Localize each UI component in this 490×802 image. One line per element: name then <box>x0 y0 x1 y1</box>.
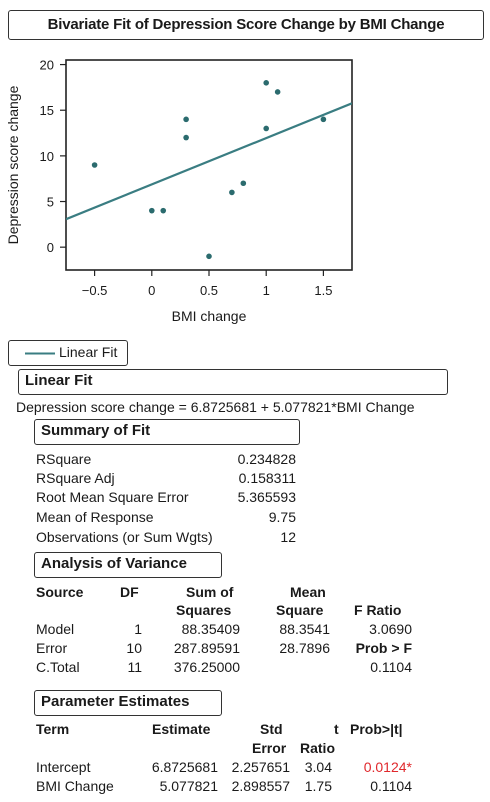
data-point <box>320 116 327 123</box>
data-point <box>263 80 270 86</box>
legend-label: Linear Fit <box>59 344 118 360</box>
x-tick-label: 0 <box>148 283 155 298</box>
data-point <box>206 253 212 260</box>
anova-prob-label: Prob > F <box>355 640 412 656</box>
param-estimate: 5.077821 <box>159 778 218 794</box>
data-point <box>229 189 235 196</box>
summary-of-fit-header-box[interactable]: Summary of Fit <box>34 419 300 445</box>
y-tick-label: 5 <box>47 195 54 210</box>
anova-ss: 88.35409 <box>181 621 240 637</box>
anova-header-box[interactable]: Analysis of Variance <box>34 552 222 578</box>
y-tick-label: 15 <box>40 103 54 118</box>
param-std-error: 2.898557 <box>231 778 290 794</box>
param-col-t-1: t <box>334 721 339 737</box>
anova-prob-value: 0.1104 <box>370 659 412 675</box>
data-point <box>160 207 167 214</box>
param-estimate: 6.8725681 <box>151 759 218 775</box>
param-std-error: 2.257651 <box>231 759 290 775</box>
linear-fit-header: Linear Fit <box>25 372 93 389</box>
x-tick-label: 1.5 <box>314 283 332 298</box>
summary-value: 0.234828 <box>237 451 296 467</box>
summary-label: RSquare Adj <box>36 470 115 486</box>
anova-col-ms-2: Square <box>276 602 324 618</box>
param-term: Intercept <box>36 759 91 775</box>
report-title: Bivariate Fit of Depression Score Change… <box>47 16 445 33</box>
anova-ss: 287.89591 <box>173 640 240 656</box>
fit-equation: Depression score change = 6.8725681 + 5.… <box>16 399 415 415</box>
x-tick-label: 1 <box>263 283 270 298</box>
data-point <box>183 134 189 141</box>
param-col-std-2: Error <box>252 740 287 756</box>
param-prob: 0.1104 <box>370 778 412 794</box>
data-point <box>274 89 281 95</box>
parameter-estimates-header: Parameter Estimates <box>41 693 190 710</box>
param-col-t-2: Ratio <box>300 740 335 756</box>
data-point <box>183 116 189 123</box>
param-col-std-1: Std <box>260 721 283 737</box>
anova-col-ms-1: Mean <box>290 584 326 600</box>
data-point <box>91 162 98 168</box>
y-tick-label: 10 <box>40 149 54 164</box>
data-point <box>149 207 155 214</box>
y-axis-label: Depression score change <box>5 85 21 244</box>
param-t-ratio: 1.75 <box>304 778 332 794</box>
anova-ms: 28.7896 <box>279 640 330 656</box>
x-axis-label: BMI change <box>172 308 247 324</box>
anova-header: Analysis of Variance <box>41 555 187 572</box>
anova-source: C.Total <box>36 659 80 675</box>
x-tick-label: 0.5 <box>200 283 218 298</box>
anova-source: Model <box>36 621 75 637</box>
parameter-estimates-header-box[interactable]: Parameter Estimates <box>34 690 222 716</box>
anova-df: 10 <box>126 640 142 656</box>
linear-fit-header-box[interactable]: Linear Fit <box>18 369 448 395</box>
y-tick-label: 0 <box>47 240 54 255</box>
report-title-box[interactable]: Bivariate Fit of Depression Score Change… <box>8 10 484 40</box>
param-col-p: Prob>|t| <box>350 721 403 737</box>
anova-col-ss-1: Sum of <box>186 584 234 600</box>
anova-df: 11 <box>127 659 142 675</box>
param-prob-significant: 0.0124* <box>363 759 412 775</box>
anova-ms: 88.3541 <box>279 621 330 637</box>
linear-fit-legend-swatch <box>25 352 55 355</box>
anova-ss: 376.25000 <box>173 659 240 675</box>
summary-value: 0.158311 <box>238 470 296 486</box>
legend-box[interactable]: Linear Fit <box>8 340 128 366</box>
data-point <box>263 125 270 132</box>
anova-col-ss-2: Squares <box>176 602 232 618</box>
fit-line <box>66 102 352 221</box>
x-tick-label: −0.5 <box>82 283 108 298</box>
param-col-term: Term <box>36 721 70 737</box>
anova-col-df: DF <box>120 584 139 600</box>
plot-frame <box>65 59 353 271</box>
summary-label: Observations (or Sum Wgts) <box>36 529 213 545</box>
anova-f: 3.0690 <box>369 621 412 637</box>
anova-col-source: Source <box>36 584 84 600</box>
data-point <box>240 180 247 187</box>
scatter-plot[interactable]: −0.5 0 0.5 1 1.5 0 5 10 15 20 BMI change Depression… <box>0 40 490 330</box>
summary-label: RSquare <box>36 451 92 467</box>
summary-label: Mean of Response <box>36 509 154 525</box>
anova-source: Error <box>36 640 68 656</box>
summary-label: Root Mean Square Error <box>36 489 189 505</box>
param-term: BMI Change <box>36 778 114 794</box>
y-tick-label: 20 <box>40 58 54 73</box>
summary-value: 9.75 <box>268 509 296 525</box>
summary-value: 5.365593 <box>237 489 296 505</box>
anova-col-f: F Ratio <box>354 602 402 618</box>
summary-of-fit-header: Summary of Fit <box>41 422 151 439</box>
summary-value: 12 <box>280 529 296 545</box>
param-t-ratio: 3.04 <box>304 759 332 775</box>
param-col-estimate: Estimate <box>152 721 211 737</box>
anova-df: 1 <box>134 621 142 637</box>
